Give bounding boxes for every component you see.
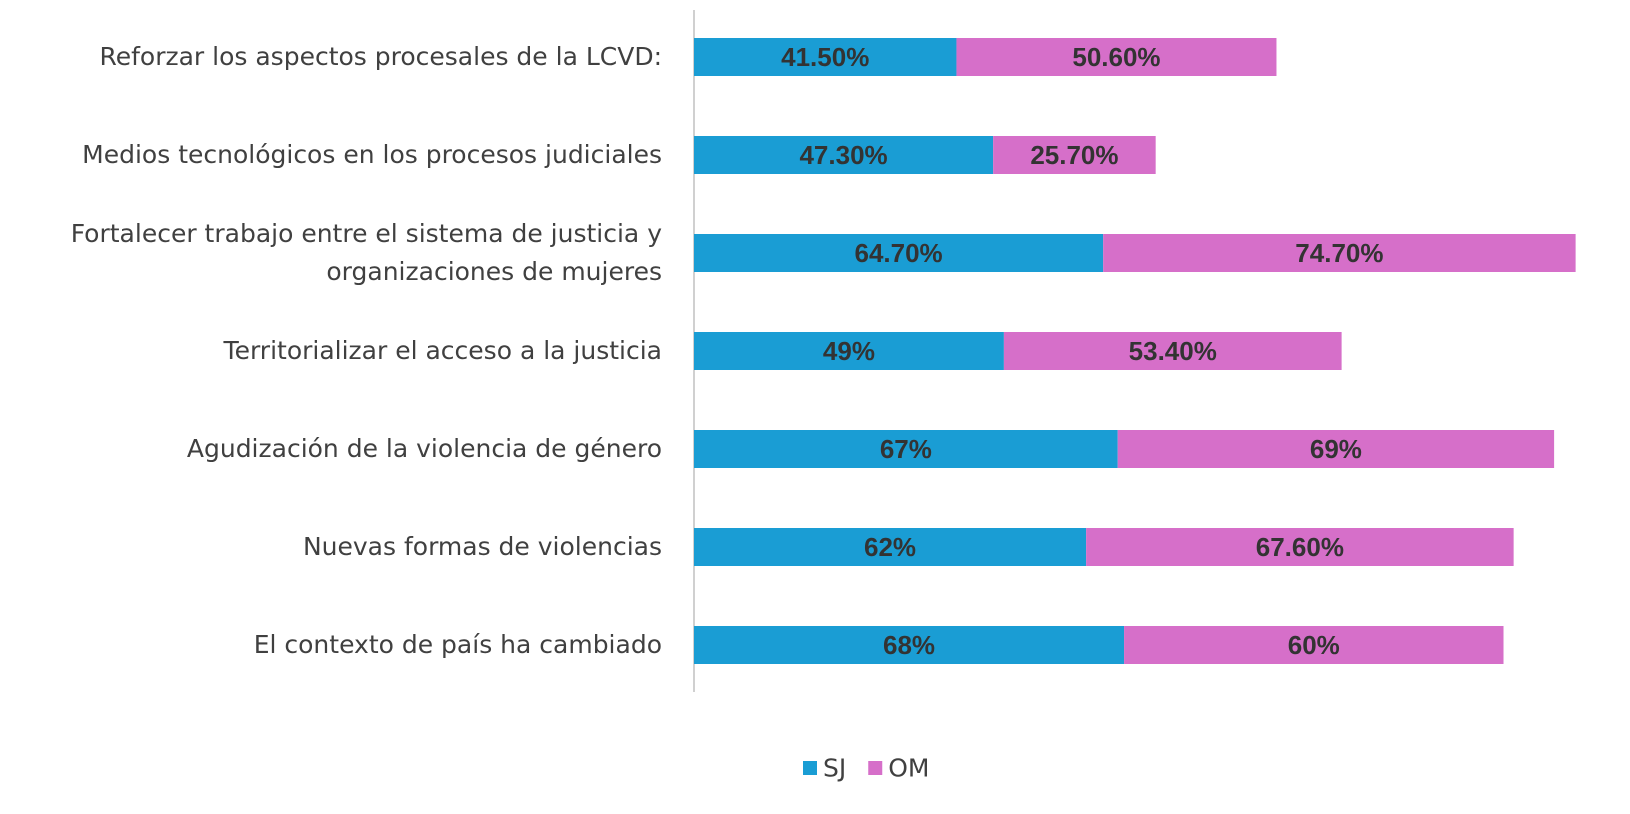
bar-segment [694, 332, 1004, 370]
legend-label: OM [888, 754, 929, 783]
bar-segment [694, 234, 1104, 272]
category-label: Territorializar el acceso a la justicia [223, 336, 662, 365]
bar-segment [956, 38, 1277, 76]
bar-segment [1124, 626, 1504, 664]
bar-segment [694, 626, 1125, 664]
bar-segment [694, 136, 994, 174]
value-label: 41.50% [781, 42, 869, 72]
category-label: Reforzar los aspectos procesales de la L… [99, 42, 662, 71]
bar-segment [694, 430, 1118, 468]
category-label: Nuevas formas de violencias [302, 532, 662, 561]
bar-segment [1003, 332, 1342, 370]
value-label: 47.30% [799, 140, 887, 170]
value-label: 67% [880, 434, 932, 464]
value-label: 74.70% [1295, 238, 1383, 268]
bar-segment [1117, 430, 1555, 468]
category-label: Agudización de la violencia de género [186, 434, 662, 463]
legend-swatch [868, 761, 883, 775]
category-label: Medios tecnológicos en los procesos judi… [82, 140, 662, 169]
value-label: 64.70% [854, 238, 942, 268]
value-label: 69% [1310, 434, 1362, 464]
category-label: Fortalecer trabajo entre el sistema de j… [70, 219, 662, 286]
legend-swatch [803, 761, 817, 775]
value-label: 62% [864, 532, 916, 562]
value-label: 53.40% [1129, 336, 1217, 366]
bar-segment [1103, 234, 1576, 272]
value-label: 49% [823, 336, 875, 366]
bar-segment [694, 38, 957, 76]
category-label: El contexto de país ha cambiado [253, 630, 662, 659]
value-label: 60% [1288, 630, 1340, 660]
value-label: 68% [883, 630, 935, 660]
bar-segment [694, 528, 1087, 566]
bar-segment [993, 136, 1156, 174]
value-label: 25.70% [1030, 140, 1118, 170]
value-label: 50.60% [1072, 42, 1160, 72]
legend-label: SJ [823, 754, 846, 783]
value-label: 67.60% [1256, 532, 1344, 562]
bar-segment [1086, 528, 1514, 566]
